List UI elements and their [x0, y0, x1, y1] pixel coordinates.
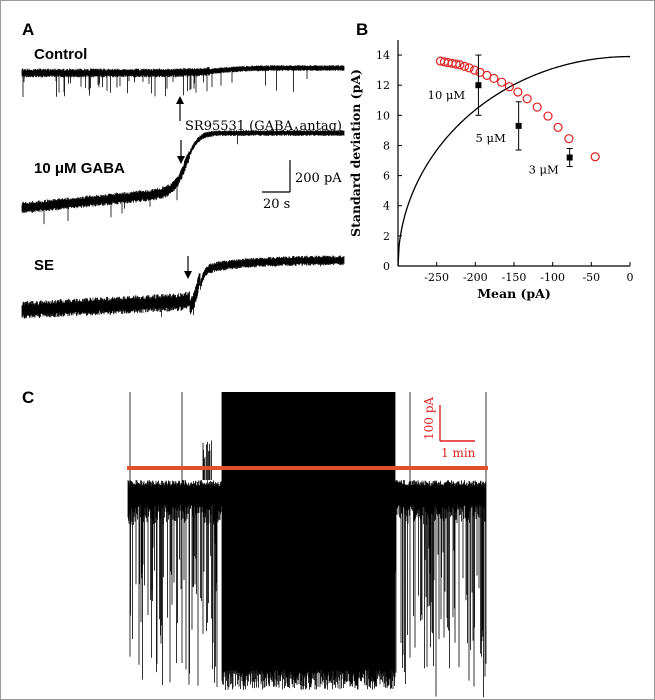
panel-c-current-scale-label: 100 pA — [422, 396, 436, 440]
panel-c-scale-bar — [439, 405, 475, 442]
filled-square-point — [515, 122, 522, 129]
concentration-label: 10 μM — [428, 88, 466, 102]
open-circle-point — [455, 60, 465, 70]
panel-c-time-scale-label: 1 min — [441, 446, 476, 460]
filled-square-series: 10 μM 5 μM 3 μM — [428, 54, 573, 177]
control-label: Control — [34, 46, 88, 63]
y-tick-label: 6 — [383, 170, 390, 183]
panel-a-traces — [21, 65, 345, 319]
x-axis-label: Mean (pA) — [477, 286, 551, 301]
x-tick-label: -50 — [582, 271, 600, 284]
x-tick-label: -150 — [502, 271, 527, 284]
control-up-arrow — [176, 96, 184, 121]
drug-subscript: A — [292, 126, 300, 137]
panel-a-scale-bar — [262, 160, 291, 193]
y-tick-label: 14 — [376, 49, 390, 62]
fit-curve — [397, 55, 631, 267]
filled-square-point — [566, 154, 573, 161]
concentration-label: 5 μM — [476, 131, 506, 145]
y-tick-label: 10 — [376, 109, 390, 122]
gaba-label: 10 μM GABA — [34, 160, 125, 177]
gaba-trace — [21, 130, 345, 225]
x-tick-label: -250 — [424, 271, 449, 284]
se-trace — [21, 255, 345, 319]
open-circle-point — [497, 77, 507, 87]
open-circle-point — [451, 59, 461, 69]
control-trace — [21, 65, 345, 97]
panel-c-letter: C — [22, 388, 35, 407]
drug-suffix: antag) — [299, 119, 342, 134]
open-circle-point — [513, 87, 523, 97]
panel-a-letter: A — [22, 20, 35, 39]
se-label: SE — [34, 257, 55, 274]
open-circle-point — [532, 102, 542, 112]
y-tick-label: 0 — [383, 260, 390, 273]
y-tick-label: 2 — [383, 230, 390, 243]
concentration-label: 3 μM — [529, 163, 559, 177]
open-circle-point — [590, 152, 600, 162]
panel-c-trace — [127, 392, 488, 698]
open-circle-series — [435, 56, 600, 162]
open-circle-point — [564, 134, 574, 144]
panel-b-letter: B — [356, 20, 369, 39]
open-circle-point — [459, 61, 470, 71]
x-tick-label: -100 — [540, 271, 565, 284]
open-circle-point — [543, 111, 553, 121]
open-circle-point — [464, 63, 474, 73]
long-recording-trace — [127, 392, 487, 698]
open-circle-point — [553, 122, 563, 132]
gaba-down-arrow — [177, 140, 185, 164]
se-down-arrow — [184, 256, 192, 279]
drug-prefix: SR95531 (GABA — [185, 119, 293, 134]
panel-a-time-scale-label: 20 s — [263, 197, 291, 212]
filled-square-point — [475, 82, 482, 89]
y-axis-label: Standard deviation (pA) — [348, 69, 363, 237]
panel-a-current-scale-label: 200 pA — [295, 171, 342, 186]
open-circle-point — [504, 82, 514, 92]
drug-annotation: SR95531 (GABAAantag) — [185, 119, 342, 137]
y-tick-label: 4 — [383, 200, 390, 213]
open-circle-point — [489, 73, 499, 84]
x-tick-label: -200 — [463, 271, 488, 284]
open-circle-point — [522, 94, 532, 104]
panel-b-chart: 0 2 4 6 8 10 12 14 -250 -200 -150 -100 -50 0 10 μM 5 μ… — [348, 40, 634, 301]
panel-b-ticks: 0 2 4 6 8 10 12 14 -250 -200 -150 -100 -50 0 — [376, 49, 634, 284]
y-tick-label: 8 — [383, 139, 390, 152]
x-tick-label: 0 — [627, 271, 634, 284]
y-tick-label: 12 — [376, 79, 390, 92]
